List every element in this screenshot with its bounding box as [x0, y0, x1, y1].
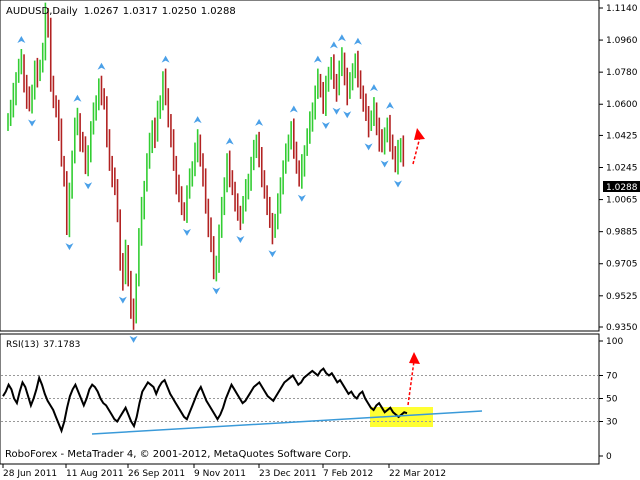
fractal-up-icon: [289, 105, 298, 113]
fractal-up-icon: [225, 137, 234, 145]
fractal-up-icon: [161, 55, 170, 63]
time-tick-label: 28 Jun 2011: [3, 469, 57, 479]
current-price-label: 1.0288: [606, 183, 638, 193]
fractal-up-icon: [193, 116, 202, 124]
fractal-down-icon: [65, 243, 74, 251]
price-tick-label: 1.0600: [606, 100, 638, 110]
fractal-up-icon: [369, 84, 378, 92]
rsi-title: RSI(13) 37.1783: [6, 340, 80, 350]
price-axis: 1.1140 1.0960 1.0780 1.0600 1.0425 1.0245 1.00…: [599, 4, 638, 333]
time-tick-label: 22 Mar 2012: [389, 469, 446, 479]
time-tick-label: 7 Feb 2012: [323, 469, 373, 479]
time-tick-label: 23 Dec 2011: [259, 469, 317, 479]
price-tick-label: 1.0425: [606, 131, 638, 141]
rsi-line: [2, 367, 408, 434]
rsi-tick-label: 0: [606, 452, 612, 462]
fractal-down-icon: [28, 119, 37, 127]
fractal-down-icon: [268, 250, 277, 258]
fractal-down-icon: [118, 296, 127, 304]
price-tick-label: 0.9705: [606, 260, 638, 270]
price-tick-label: 1.0780: [606, 68, 638, 78]
rsi-axis: 100 70 50 30 0: [599, 337, 623, 462]
fractal-down-icon: [182, 228, 191, 236]
fractal-down-icon: [332, 107, 341, 115]
fractal-up-icon: [97, 62, 106, 70]
footer-copyright: RoboForex - MetaTrader 4, © 2001-2012, M…: [5, 449, 351, 460]
fractal-down-icon: [321, 121, 330, 129]
candles-group: [7, 2, 405, 330]
fractal-down-icon: [297, 194, 306, 202]
price-tick-label: 1.0245: [606, 164, 638, 174]
forecast-arrow-rsi: [407, 352, 420, 406]
fractals-group: [17, 34, 402, 343]
rsi-tick-label: 100: [606, 337, 623, 347]
price-tick-label: 1.0960: [606, 36, 638, 46]
rsi-trendline: [91, 410, 483, 435]
chart-title: AUDUSD,Daily 1.0267 1.0317 1.0250 1.0288: [6, 6, 236, 17]
fractal-down-icon: [364, 143, 373, 151]
rsi-tick-label: 70: [606, 372, 618, 382]
rsi-level-lines: [1, 375, 598, 422]
fractal-up-icon: [329, 41, 338, 49]
fractal-down-icon: [343, 111, 352, 119]
price-tick-label: 0.9350: [606, 323, 638, 333]
price-tick-label: 1.0065: [606, 196, 638, 206]
fractal-down-icon: [236, 236, 245, 244]
forecast-arrow-price: [412, 128, 425, 165]
rsi-tick-label: 50: [606, 395, 618, 405]
rsi-tick-label: 30: [606, 418, 618, 428]
fractal-down-icon: [129, 335, 138, 343]
current-price-badge: [603, 181, 640, 192]
fractal-up-icon: [385, 101, 394, 109]
time-tick-label: 9 Nov 2011: [194, 469, 246, 479]
fractal-up-icon: [255, 118, 264, 126]
fractal-down-icon: [380, 160, 389, 168]
fractal-up-icon: [313, 55, 322, 63]
fractal-down-icon: [212, 287, 221, 295]
fractal-down-icon: [84, 182, 93, 190]
time-axis: 28 Jun 2011 11 Aug 2011 26 Sep 2011 9 Nov 2…: [2, 464, 446, 479]
fractal-up-icon: [353, 37, 362, 45]
fractal-up-icon: [337, 34, 346, 42]
price-tick-label: 1.1140: [606, 4, 638, 14]
price-tick-label: 0.9525: [606, 292, 638, 302]
fractal-up-icon: [73, 94, 82, 102]
fractal-down-icon: [393, 180, 402, 188]
time-tick-label: 11 Aug 2011: [66, 469, 124, 479]
time-tick-label: 26 Sep 2011: [128, 469, 185, 479]
price-tick-label: 0.9885: [606, 228, 638, 238]
fractal-up-icon: [17, 35, 26, 43]
